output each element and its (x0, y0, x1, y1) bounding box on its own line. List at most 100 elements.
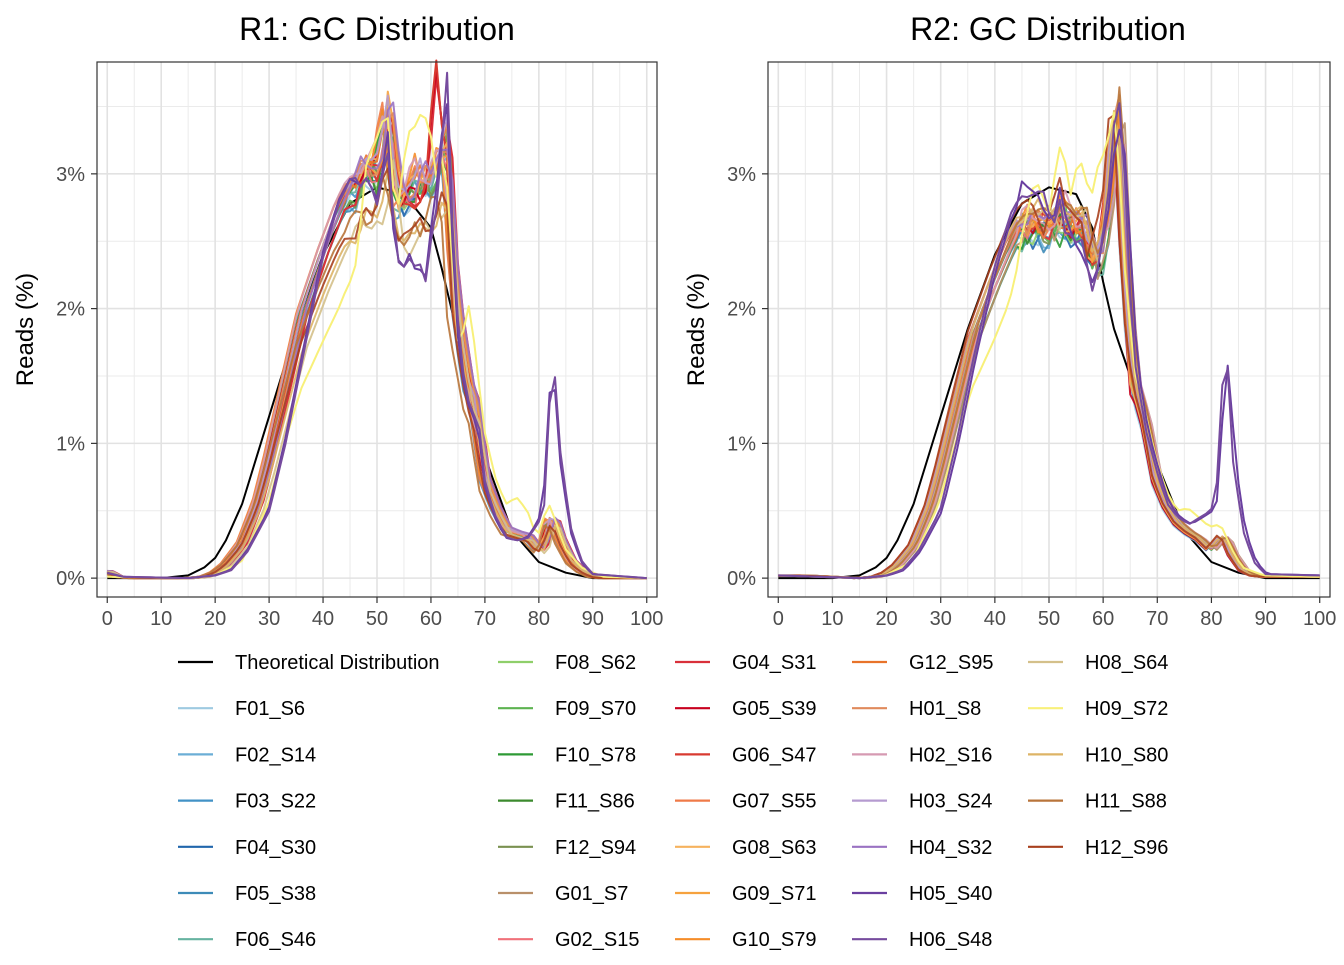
legend-label: G08_S63 (732, 837, 817, 859)
y-tick-label: 1% (56, 433, 85, 455)
legend-label: G12_S95 (909, 652, 994, 674)
legend-item: G08_S63 (675, 837, 817, 859)
chart-title: R2: GC Distribution (910, 11, 1186, 47)
legend-label: F08_S62 (555, 652, 636, 674)
legend-label: H11_S88 (1085, 791, 1167, 813)
legend-label: H05_S40 (909, 883, 992, 905)
legend-label: H09_S72 (1085, 698, 1168, 720)
x-tick-label: 70 (1146, 608, 1168, 630)
series-line-theoretical-distribution (778, 186, 1320, 580)
series-lines (106, 59, 647, 580)
legend-item: H02_S16 (852, 744, 992, 766)
legend-item: H08_S64 (1028, 652, 1168, 674)
x-tick-label: 70 (474, 608, 496, 630)
legend-label: H04_S32 (909, 837, 992, 859)
chart-title: R1: GC Distribution (239, 11, 515, 47)
legend-label: H06_S48 (909, 929, 992, 951)
legend-label: G07_S55 (732, 791, 817, 813)
legend-item: H06_S48 (852, 929, 992, 951)
legend-item: F08_S62 (498, 652, 636, 674)
x-tick-label: 0 (773, 608, 784, 630)
legend-item: G09_S71 (675, 883, 817, 905)
legend-label: F02_S14 (235, 744, 316, 766)
legend-item: F12_S94 (498, 837, 636, 859)
x-tick-label: 10 (150, 608, 172, 630)
legend-item: F05_S38 (178, 883, 316, 905)
legend-item: F01_S6 (178, 698, 305, 720)
x-tick-label: 30 (258, 608, 280, 630)
x-tick-label: 50 (1038, 608, 1060, 630)
legend-label: G01_S7 (555, 883, 628, 905)
x-tick-label: 0 (102, 608, 113, 630)
y-tick-label: 0% (56, 568, 85, 590)
legend-item: F03_S22 (178, 791, 316, 813)
series-line-h06-s48 (107, 71, 647, 580)
axes: 0 10 20 30 40 50 60 70 80 90 100 0% 1% 2% 3% (727, 164, 1336, 630)
x-tick-label: 20 (875, 608, 897, 630)
panel-r1: 0 10 20 30 40 50 60 70 80 90 100 0% 1% 2% 3% Reads (%) R… (12, 11, 663, 630)
legend-item: H03_S24 (852, 791, 992, 813)
legend-label: G04_S31 (732, 652, 817, 674)
panel-r2: 0 10 20 30 40 50 60 70 80 90 100 0% 1% 2% 3% Reads (%) R… (683, 11, 1336, 630)
legend-item: G05_S39 (675, 698, 817, 720)
x-tick-label: 90 (582, 608, 604, 630)
legend-item: Theoretical Distribution (178, 652, 440, 674)
legend-item: H09_S72 (1028, 698, 1168, 720)
x-tick-label: 60 (420, 608, 442, 630)
x-tick-label: 40 (984, 608, 1006, 630)
legend-label: H08_S64 (1085, 652, 1168, 674)
x-tick-label: 20 (204, 608, 226, 630)
legend-item: H01_S8 (852, 698, 981, 720)
x-tick-label: 10 (821, 608, 843, 630)
x-tick-label: 60 (1092, 608, 1114, 630)
legend-item: G06_S47 (675, 744, 817, 766)
y-tick-label: 3% (56, 164, 85, 186)
legend-label: G06_S47 (732, 744, 817, 766)
x-tick-label: 40 (312, 608, 334, 630)
series-line-h06-s48 (778, 102, 1320, 580)
y-tick-label: 2% (727, 299, 756, 321)
legend-item: G10_S79 (675, 929, 817, 951)
legend-item: H11_S88 (1028, 791, 1167, 813)
legend-label: F09_S70 (555, 698, 636, 720)
legend-item: G07_S55 (675, 791, 817, 813)
legend-label: H12_S96 (1085, 837, 1168, 859)
y-axis-title: Reads (%) (683, 273, 710, 386)
legend-label: H03_S24 (909, 791, 992, 813)
legend: Theoretical Distribution F01_S6 F02_S14 F03… (178, 652, 1168, 951)
legend-label: H01_S8 (909, 698, 981, 720)
legend-label: H02_S16 (909, 744, 992, 766)
legend-item: F06_S46 (178, 929, 316, 951)
y-tick-label: 0% (727, 568, 756, 590)
x-tick-label: 50 (366, 608, 388, 630)
x-tick-label: 80 (1200, 608, 1222, 630)
legend-item: H05_S40 (852, 883, 992, 905)
legend-item: F10_S78 (498, 744, 636, 766)
legend-item: F09_S70 (498, 698, 636, 720)
legend-label: G02_S15 (555, 929, 640, 951)
y-tick-label: 2% (56, 299, 85, 321)
legend-label: F06_S46 (235, 929, 316, 951)
x-tick-label: 90 (1254, 608, 1276, 630)
grid (768, 62, 1330, 597)
legend-label: F01_S6 (235, 698, 305, 720)
x-tick-label: 80 (528, 608, 550, 630)
legend-item: G02_S15 (498, 929, 640, 951)
legend-item: G12_S95 (852, 652, 994, 674)
grid (97, 62, 657, 597)
x-tick-label: 100 (630, 608, 663, 630)
y-axis-title: Reads (%) (12, 273, 39, 386)
y-tick-label: 1% (727, 433, 756, 455)
axes: 0 10 20 30 40 50 60 70 80 90 100 0% 1% 2% 3% (56, 164, 663, 630)
legend-item: H10_S80 (1028, 744, 1168, 766)
legend-item: G04_S31 (675, 652, 817, 674)
legend-item: F04_S30 (178, 837, 316, 859)
legend-label: F12_S94 (555, 837, 636, 859)
legend-label: F05_S38 (235, 883, 316, 905)
legend-item: F02_S14 (178, 744, 316, 766)
legend-label: G09_S71 (732, 883, 817, 905)
x-tick-label: 100 (1303, 608, 1336, 630)
legend-label: F11_S86 (555, 791, 635, 813)
